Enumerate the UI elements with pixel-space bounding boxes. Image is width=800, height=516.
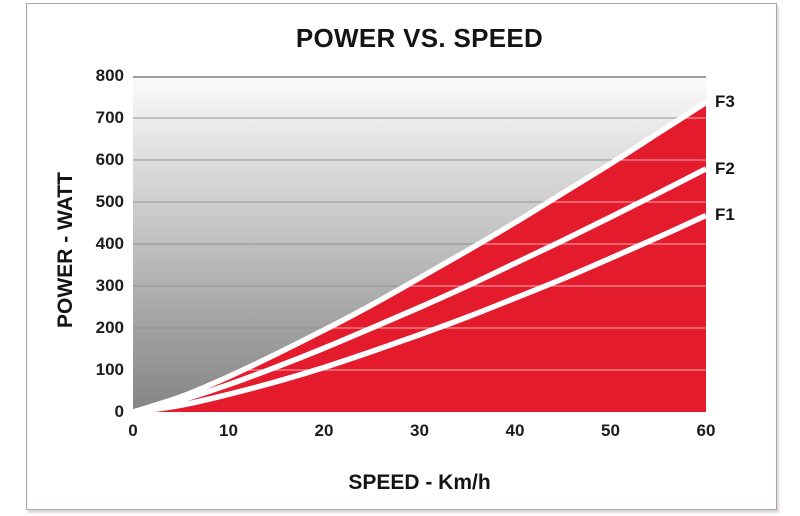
series-label-f2: F2 xyxy=(715,158,735,178)
y-tick-label-700: 700 xyxy=(95,108,124,127)
y-axis-label: POWER - WATT xyxy=(54,172,77,328)
y-tick-label-100: 100 xyxy=(95,360,124,379)
series-label-f3: F3 xyxy=(715,92,735,112)
y-tick-label-500: 500 xyxy=(95,192,124,211)
plot-area xyxy=(133,76,706,412)
chart-title: POWER VS. SPEED xyxy=(295,23,544,53)
red-area-under-f3 xyxy=(133,102,706,412)
x-axis-label: SPEED - Km/h xyxy=(348,471,491,494)
x-tick-label-30: 30 xyxy=(410,421,429,440)
x-tick-label-0: 0 xyxy=(128,421,138,440)
power-curve-f2 xyxy=(133,166,706,412)
x-tick-label-50: 50 xyxy=(601,421,620,440)
y-tick-label-0: 0 xyxy=(114,402,124,421)
y-tick-label-600: 600 xyxy=(95,150,124,169)
y-tick-label-200: 200 xyxy=(95,318,124,337)
series-label-f1: F1 xyxy=(715,205,735,225)
x-tick-label-40: 40 xyxy=(505,421,525,440)
y-tick-label-800: 800 xyxy=(95,66,124,85)
y-tick-label-300: 300 xyxy=(95,276,124,295)
y-tick-label-400: 400 xyxy=(95,234,124,253)
x-tick-label-10: 10 xyxy=(219,421,238,440)
power-curve-f1 xyxy=(133,212,706,412)
x-tick-label-60: 60 xyxy=(696,421,716,440)
x-tick-label-20: 20 xyxy=(314,421,334,440)
power-curve-f3 xyxy=(133,100,706,412)
